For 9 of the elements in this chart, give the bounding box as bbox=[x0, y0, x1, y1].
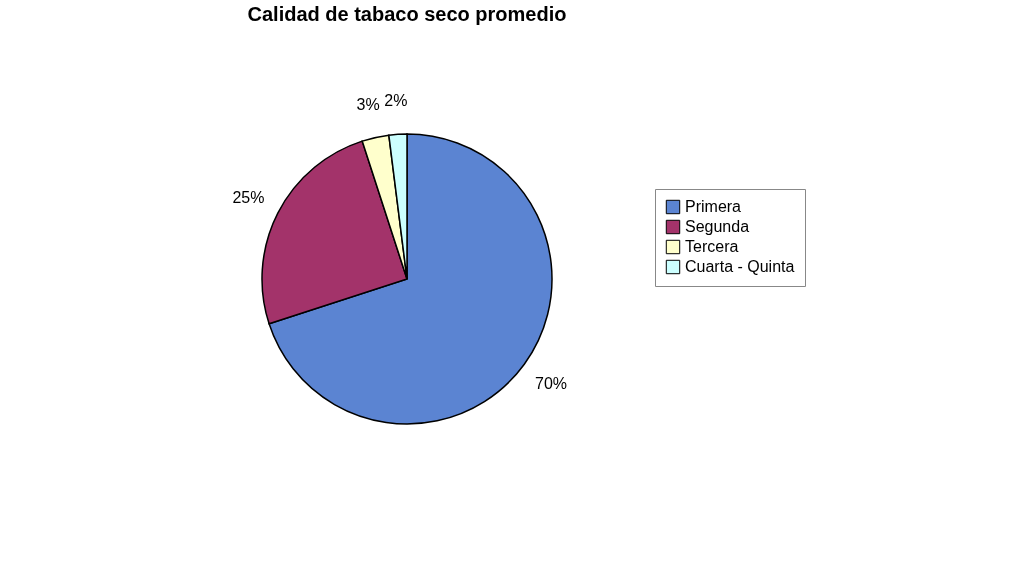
data-label: 25% bbox=[232, 189, 265, 207]
legend-label: Primera bbox=[685, 198, 742, 215]
legend-label: Segunda bbox=[685, 218, 750, 235]
data-label: 2% bbox=[384, 92, 408, 110]
chart-title: Calidad de tabaco seco promedio bbox=[247, 3, 567, 25]
legend-label: Tercera bbox=[685, 238, 739, 255]
data-label: 70% bbox=[534, 374, 568, 392]
legend-label: Cuarta - Quinta bbox=[685, 258, 795, 275]
data-label: 3% bbox=[356, 96, 380, 114]
